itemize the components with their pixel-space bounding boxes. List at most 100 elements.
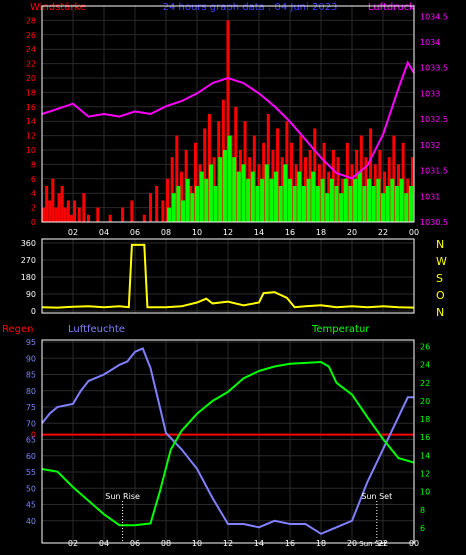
wind-gust-bar [77, 207, 81, 222]
wind-x-tick-label: 22 [378, 228, 388, 237]
humidity-tick-label: 90 [26, 354, 36, 363]
wind-gust-bar [60, 186, 64, 222]
wind-average-bars [167, 135, 413, 222]
wind-tick-label: 22 [26, 60, 36, 69]
wind-average-bar [227, 135, 232, 222]
humidity-tick-label: 70 [26, 419, 36, 428]
pressure-tick-label: 1031 [420, 192, 440, 201]
temperature-tick-label: 14 [420, 451, 430, 460]
temperature-tick-label: 6 [420, 524, 425, 533]
temperature-title: Temperatur [311, 324, 370, 335]
temperature-tick-label: 10 [420, 488, 430, 497]
wind-tick-label: 10 [26, 146, 36, 155]
wind-tick-label: 16 [26, 103, 36, 112]
wind-average-bar [394, 186, 399, 222]
wind-gust-bar [57, 193, 61, 222]
temperature-axis-ticks: 6 8 10 12 14 16 18 20 22 24 26 [420, 343, 430, 533]
wind-average-bar [218, 157, 223, 222]
compass-label: N [436, 238, 444, 251]
wind-average-bar [288, 178, 292, 222]
wind-gust-bar [170, 157, 174, 222]
wind-average-bar [297, 171, 302, 222]
bottom-x-tick-label: 06 [130, 539, 140, 548]
wind-average-bar [334, 186, 339, 222]
wind-gust-bar [180, 171, 183, 222]
humidity-tick-label: 50 [26, 484, 36, 493]
wind-gust-bar [121, 207, 125, 222]
wind-x-tick-label: 04 [99, 228, 109, 237]
wind-average-bar [190, 193, 195, 222]
wind-average-bar [385, 186, 390, 222]
direction-tick-label: 360 [21, 239, 36, 248]
bottom-x-tick-label: 00 [409, 539, 419, 548]
wind-average-bar [339, 193, 344, 222]
wind-average-bar [250, 171, 255, 222]
pressure-tick-label: 1033 [420, 89, 440, 98]
wind-gust-bar [51, 178, 55, 222]
direction-tick-label: 180 [21, 273, 36, 282]
wind-average-bar [371, 186, 376, 222]
wind-gust-bar [166, 178, 170, 222]
wind-average-bar [208, 164, 213, 222]
wind-x-tick-label: 06 [130, 228, 140, 237]
wind-tick-label: 14 [26, 117, 36, 126]
sun-set-axis-label: Sun Set [359, 540, 386, 548]
wind-pressure-frame [41, 5, 415, 223]
bottom-x-tick-label: 18 [316, 539, 326, 548]
pressure-line [41, 60, 415, 180]
humidity-temperature-panel: 0 Sun Rise Sun Set Sun Set 40 45 50 55 60 65 7… [26, 338, 430, 548]
wind-gust-bar [66, 200, 70, 222]
wind-x-tick-label: 08 [161, 228, 171, 237]
humidity-temperature-frame [41, 339, 415, 544]
wind-x-tick-label: 12 [223, 228, 233, 237]
temperature-tick-label: 24 [420, 361, 430, 370]
wind-average-bar [376, 178, 381, 222]
wind-tick-label: 8 [31, 160, 36, 169]
humidity-tick-label: 75 [26, 403, 36, 412]
temperature-line [41, 360, 415, 527]
wind-average-bar [353, 178, 358, 222]
wind-gust-bar [369, 128, 373, 222]
temperature-tick-label: 8 [420, 506, 425, 515]
bottom-x-tick-label: 14 [254, 539, 264, 548]
direction-frame [41, 238, 415, 314]
wind-average-bar [399, 178, 404, 222]
wind-average-bar [167, 207, 172, 222]
pressure-tick-label: 1031.5 [420, 167, 448, 176]
wind-average-bar [246, 178, 251, 222]
wind-average-bar [171, 193, 176, 222]
wind-average-bar [343, 178, 348, 222]
wind-average-bar [232, 157, 237, 222]
humidity-tick-label: 85 [26, 371, 36, 380]
wind-x-tick-label: 16 [285, 228, 295, 237]
humidity-line [41, 347, 414, 535]
wind-gust-bar [142, 214, 146, 222]
wind-average-bar [320, 178, 325, 222]
wind-average-bar [222, 150, 227, 222]
direction-tick-label: 0 [31, 307, 36, 316]
humidity-tick-label: 95 [26, 338, 36, 347]
wind-x-tick-label: 00 [409, 228, 419, 237]
wind-x-tick-label: 14 [254, 228, 264, 237]
wind-average-bar [301, 186, 306, 222]
wind-average-bar [315, 186, 320, 222]
temperature-tick-label: 12 [420, 470, 430, 479]
rain-title: Regen [2, 324, 34, 335]
compass-label: O [436, 289, 445, 302]
bottom-x-tick-label: 02 [68, 539, 78, 548]
wind-gust-bar [45, 186, 49, 222]
wind-average-bar [236, 171, 241, 222]
wind-tick-label: 0 [31, 218, 36, 227]
temperature-tick-label: 16 [420, 433, 430, 442]
humidity-tick-label: 80 [26, 387, 36, 396]
pressure-tick-label: 1030.5 [420, 218, 448, 227]
wind-average-bar [348, 186, 353, 222]
wind-x-axis-ticks: 02 04 06 08 10 12 14 16 18 20 22 00 [68, 228, 419, 237]
wind-average-bar [362, 186, 367, 222]
humidity-tick-label: 60 [26, 452, 36, 461]
wind-tick-label: 6 [31, 175, 36, 184]
